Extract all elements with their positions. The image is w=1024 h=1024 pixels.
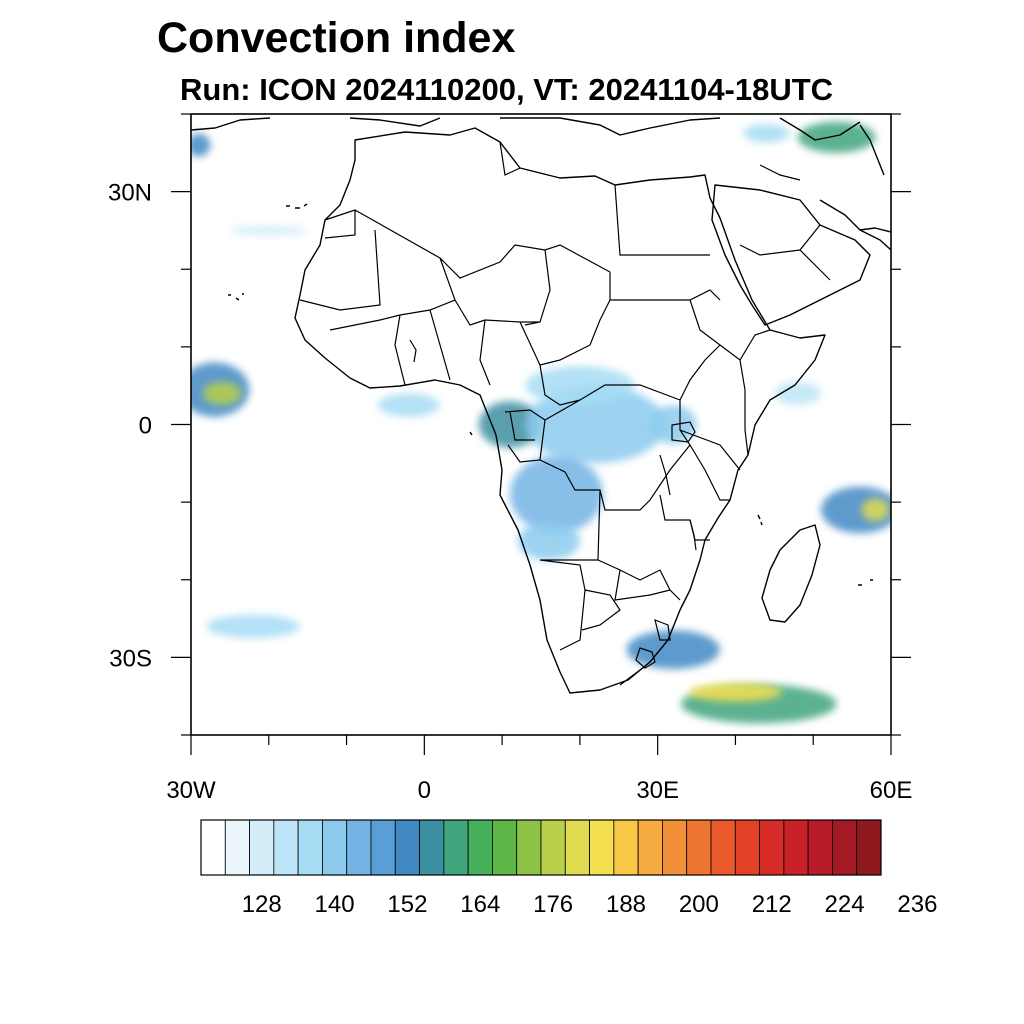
- convection-area-south-atlantic-streak: [206, 614, 300, 638]
- lakes: [409, 339, 697, 551]
- colorbar-swatch: [686, 819, 712, 876]
- convection-area-southern-africa-band: [626, 630, 720, 670]
- convection-area-indian-ocean-east: [821, 486, 891, 534]
- lon-tick-label: 30W: [166, 777, 216, 804]
- lat-tick-label: 30N: [108, 180, 152, 207]
- convection-area-central-africa-north: [525, 366, 635, 406]
- arabia-coastline: [711, 184, 871, 326]
- lake-victoria: [671, 421, 696, 443]
- europe-coastline: [191, 117, 861, 141]
- lat-tick-label: 0: [139, 413, 152, 440]
- colorbar-swatch: [832, 819, 858, 876]
- canary-islands: [286, 203, 308, 209]
- colorbar-label: 164: [460, 891, 500, 918]
- colorbar-label: 188: [606, 891, 646, 918]
- colorbar-swatch: [273, 819, 299, 876]
- colorbar-swatch: [759, 819, 785, 876]
- convection-area-tropical-atlantic-core: [202, 381, 242, 406]
- colorbar-label: 236: [897, 891, 937, 918]
- colorbar-swatch: [394, 819, 420, 876]
- colorbar-label: 212: [752, 891, 792, 918]
- zanzibar: [757, 514, 763, 526]
- colorbar-label: 140: [315, 891, 355, 918]
- colorbar-swatch: [200, 819, 226, 876]
- convection-field: [191, 121, 891, 724]
- caspian-coast: [859, 124, 885, 176]
- convection-area-indian-ocean-core: [861, 498, 890, 522]
- colorbar-frame: [200, 819, 882, 876]
- colorbar-label: 128: [242, 891, 282, 918]
- convection-area-mediterranean-east: [743, 124, 790, 143]
- colorbar-swatch: [589, 819, 615, 876]
- colorbar-swatch: [224, 819, 250, 876]
- lon-tick-label: 60E: [870, 777, 913, 804]
- convection-area-angola-south: [517, 521, 580, 561]
- colorbar-swatch: [249, 819, 275, 876]
- axis-ticks: 30N 0 30S 30W 0 30E 60E: [108, 113, 913, 804]
- convection-area-atlantic-streak: [229, 225, 308, 236]
- colorbar-swatch: [856, 819, 882, 876]
- convection-area-persian-gulf: [797, 121, 876, 153]
- convection-area-gulf-of-guinea: [377, 393, 440, 417]
- lake-volta: [409, 339, 417, 363]
- lake-tanganyika: [659, 454, 671, 496]
- lat-tick-label: 30S: [109, 645, 152, 672]
- colorbar-swatch: [734, 819, 760, 876]
- colorbar-swatch: [346, 819, 372, 876]
- convection-area-angola-drc: [509, 455, 604, 534]
- colorbar-swatch: [419, 819, 445, 876]
- chart-subtitle: Run: ICON 2024110200, VT: 20241104-18UTC: [180, 72, 834, 107]
- colorbar-label: 152: [387, 891, 427, 918]
- convection-area-southern-band-core: [688, 682, 783, 702]
- colorbar-label: 224: [825, 891, 865, 918]
- colorbar-swatch: [516, 819, 542, 876]
- chart-title: Convection index: [157, 14, 516, 62]
- lon-tick-label: 30E: [636, 777, 679, 804]
- lon-tick-label: 0: [418, 777, 431, 804]
- colorbar-swatch: [467, 819, 493, 876]
- border-lines: [299, 141, 871, 686]
- colorbar-label: 200: [679, 891, 719, 918]
- persian-gulf-coast: [819, 199, 891, 251]
- africa-coastline: [294, 127, 826, 694]
- colorbar-swatch: [564, 819, 590, 876]
- convection-area-atlantic-north-west: [191, 133, 211, 157]
- colorbar-swatch: [710, 819, 736, 876]
- colorbar-swatch: [297, 819, 323, 876]
- convection-area-cameroon-gabon: [478, 401, 541, 448]
- cape-verde-islands: [228, 293, 244, 301]
- colorbar-swatch: [662, 819, 688, 876]
- colorbar-swatch: [370, 819, 396, 876]
- colorbar-swatch: [637, 819, 663, 876]
- colorbar-label: 176: [533, 891, 573, 918]
- colorbar-swatch: [613, 819, 639, 876]
- colorbar-swatch: [807, 819, 833, 876]
- iran-coast: [859, 227, 891, 233]
- madagascar-coastline: [761, 524, 821, 623]
- colorbar: 128 140 152 164 176 188 200 212 224 236: [200, 819, 937, 918]
- colorbar-swatch: [540, 819, 566, 876]
- colorbar-swatch: [783, 819, 809, 876]
- colorbar-swatch: [322, 819, 348, 876]
- country-borders: [299, 141, 871, 686]
- colorbar-swatch: [443, 819, 469, 876]
- coastlines: [191, 117, 891, 694]
- comoros: [858, 579, 873, 586]
- lake-malawi: [689, 519, 697, 551]
- bioko: [469, 431, 473, 436]
- convection-area-red-sea-east: [774, 381, 822, 406]
- colorbar-swatch: [492, 819, 518, 876]
